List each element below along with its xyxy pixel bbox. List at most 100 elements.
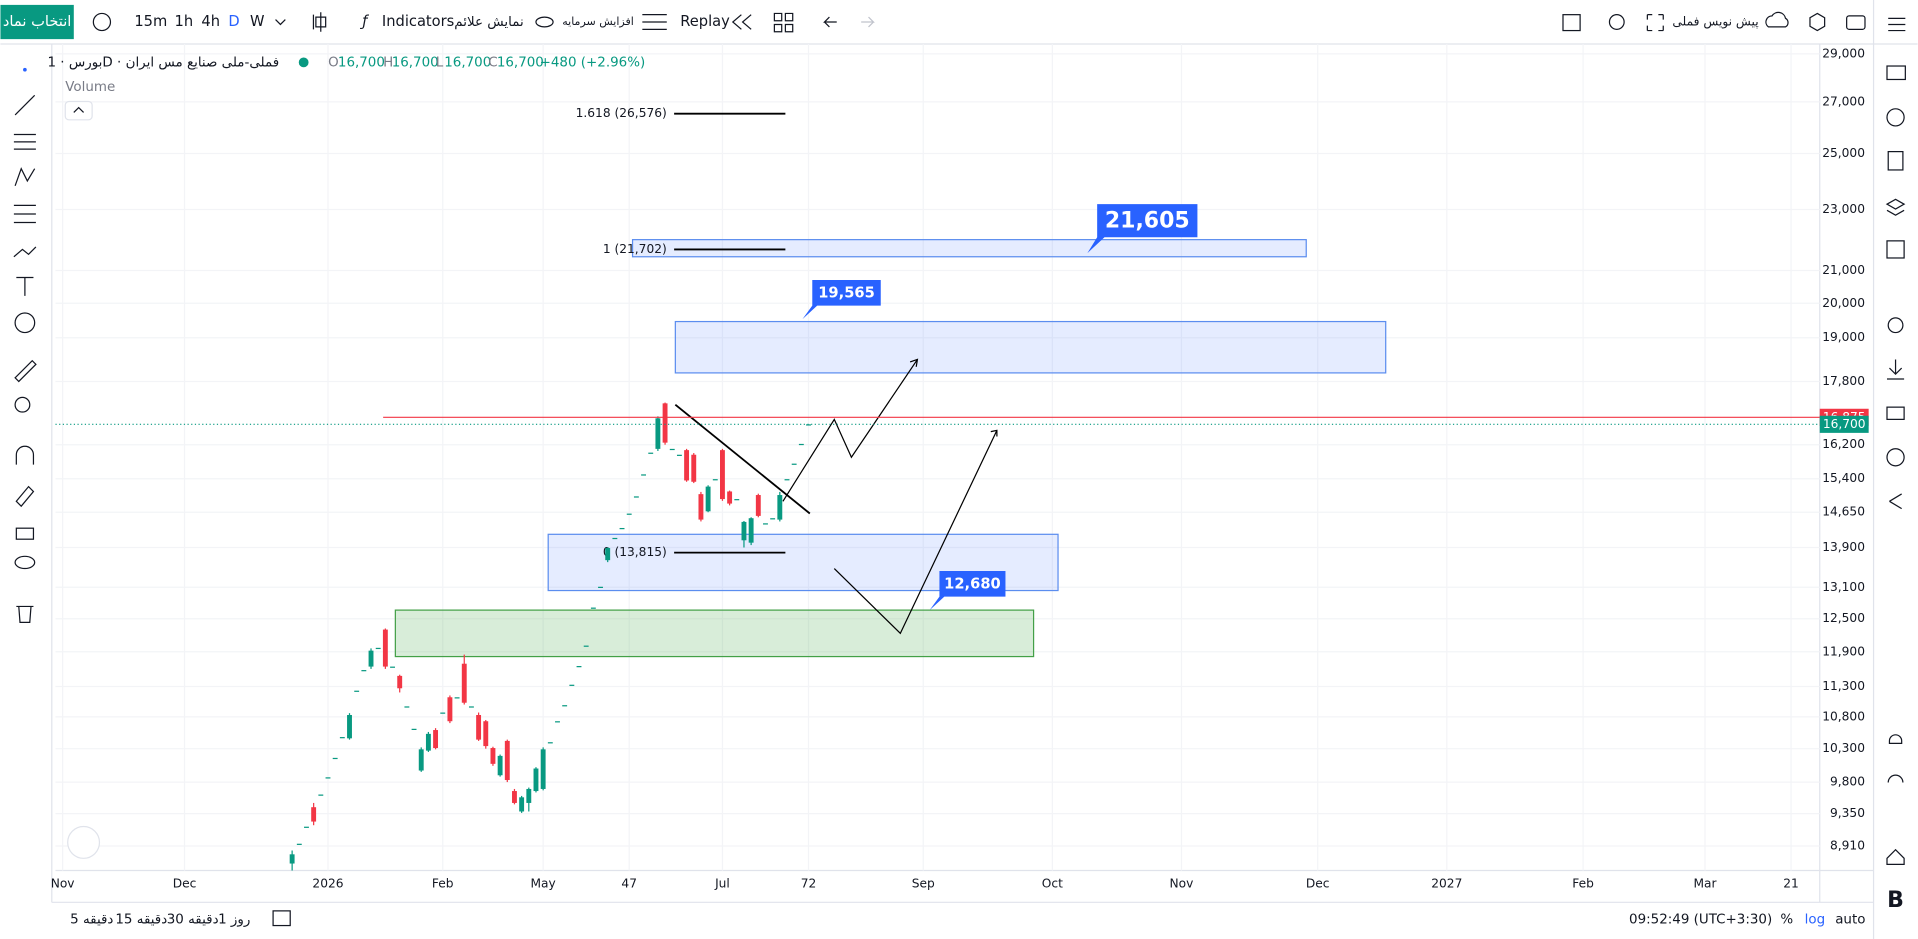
callout-box[interactable] — [802, 279, 881, 320]
interval-dropdown[interactable] — [275, 19, 286, 26]
profile-icon[interactable] — [1886, 448, 1905, 467]
interval[interactable]: 15m — [134, 13, 167, 30]
ruler-tool[interactable] — [14, 359, 37, 383]
fullscreen-icon[interactable] — [1562, 14, 1581, 32]
auto-toggle[interactable]: auto — [1835, 912, 1865, 927]
chart-type-icon[interactable] — [312, 12, 327, 32]
trendline-tool[interactable] — [14, 94, 36, 116]
filter-icon[interactable] — [642, 14, 667, 30]
candle-body — [633, 496, 639, 498]
candle-body — [347, 715, 352, 739]
menu-icon[interactable] — [1888, 17, 1906, 32]
candle-body — [497, 755, 503, 776]
interval[interactable]: 1h — [175, 13, 194, 30]
candle-body — [526, 788, 532, 803]
demand-box[interactable] — [394, 609, 1035, 658]
text-tool[interactable] — [16, 276, 34, 296]
indicators-button[interactable]: Indicators — [382, 13, 454, 30]
delete-tool[interactable] — [16, 605, 34, 623]
collapse-button[interactable] — [64, 100, 93, 121]
hide-tool[interactable] — [14, 555, 36, 570]
bell-icon[interactable] — [1888, 734, 1903, 744]
interval-active[interactable]: D — [228, 13, 239, 30]
price-label: 16,700 — [1823, 417, 1866, 431]
cursor-tool[interactable] — [23, 67, 27, 72]
candle-body — [590, 607, 596, 609]
eye-icon[interactable] — [535, 16, 554, 28]
alerts-icon[interactable] — [1886, 108, 1905, 127]
gear-icon[interactable] — [1887, 317, 1904, 334]
replay-button[interactable]: Replay — [680, 13, 730, 30]
path-arrow[interactable] — [833, 429, 998, 635]
candle-body — [304, 826, 309, 828]
callout-box[interactable] — [929, 570, 1006, 611]
ohlc-value: 16,700 — [392, 55, 439, 70]
layout-icon[interactable] — [773, 12, 794, 33]
candle-body — [626, 513, 632, 515]
settings-icon[interactable] — [1809, 12, 1826, 32]
capital-increase-button[interactable]: افزایش سرمایه — [562, 15, 634, 28]
support-icon[interactable] — [1887, 774, 1904, 783]
undo-icon[interactable] — [823, 16, 837, 28]
share-icon[interactable] — [1889, 493, 1902, 510]
cloud-icon[interactable] — [1765, 11, 1789, 28]
path-arrow[interactable] — [782, 358, 919, 502]
goto-date-icon[interactable] — [272, 910, 291, 927]
x-tick-label: 21 — [1783, 876, 1799, 890]
x-tick-label: Dec — [1306, 876, 1330, 890]
fib-tool[interactable] — [13, 133, 36, 150]
card-icon[interactable] — [1886, 406, 1905, 420]
projection-tool[interactable] — [13, 204, 36, 224]
b-icon[interactable]: B — [1887, 888, 1904, 913]
home-icon[interactable] — [1886, 848, 1905, 866]
lock-tool[interactable] — [15, 527, 35, 540]
x-tick-label: Nov — [51, 876, 75, 890]
redo-icon[interactable] — [861, 16, 875, 28]
magnet-tool[interactable] — [15, 445, 35, 465]
x-tick-label: Sep — [912, 876, 935, 890]
candle-body — [361, 670, 367, 672]
pattern-tool[interactable] — [14, 167, 36, 187]
download-icon[interactable] — [1886, 359, 1905, 380]
signals-button[interactable]: نمایش علائم — [454, 15, 523, 30]
zoom-tool[interactable] — [14, 396, 31, 413]
candle-body — [705, 486, 711, 512]
ohlc-value: 16,700 — [338, 55, 385, 70]
trend-line[interactable] — [674, 403, 811, 515]
path-tool[interactable] — [13, 246, 37, 258]
camera-icon[interactable] — [1846, 15, 1866, 30]
symbol-button-label[interactable]: انتخاب نماد — [3, 13, 72, 30]
layers-icon[interactable] — [1885, 198, 1906, 216]
callout-box[interactable] — [1087, 204, 1198, 254]
candle-body — [375, 647, 381, 650]
y-tick-label: 25,000 — [1822, 146, 1865, 160]
percent-toggle[interactable]: % — [1780, 912, 1793, 927]
replay-icon[interactable] — [731, 14, 752, 30]
interval[interactable]: W — [250, 13, 265, 30]
y-tick-label: 8,910 — [1830, 838, 1865, 852]
collapse-icon[interactable] — [73, 106, 85, 113]
notes-icon[interactable] — [1887, 150, 1904, 171]
target-box[interactable] — [674, 320, 1387, 374]
watchlist-icon[interactable] — [1886, 65, 1906, 81]
candle-body — [311, 807, 317, 822]
pencil-tool[interactable] — [15, 485, 35, 508]
symbol-button[interactable] — [0, 4, 74, 40]
candle-body — [339, 737, 345, 739]
log-toggle[interactable]: log — [1805, 912, 1825, 927]
add-symbol-icon[interactable] — [92, 12, 112, 32]
emoji-tool[interactable] — [14, 312, 36, 334]
range-button[interactable]: 30 دقیقه — [167, 912, 219, 927]
calendar-icon[interactable] — [1886, 240, 1905, 259]
range-button[interactable]: 15 دقیقه — [115, 912, 167, 927]
candle-body — [748, 518, 754, 543]
expand-icon[interactable] — [1646, 14, 1664, 32]
interval[interactable]: 4h — [201, 13, 220, 30]
layout-name[interactable]: پیش نویس فملی — [1672, 15, 1758, 30]
range-button[interactable]: 5 دقیقه — [70, 912, 113, 927]
target-box[interactable] — [631, 239, 1307, 258]
range-button[interactable]: 1 روز — [218, 912, 250, 927]
alert-icon[interactable] — [1608, 14, 1625, 30]
fib-levels[interactable] — [674, 112, 786, 554]
fx-icon[interactable]: ƒ — [359, 13, 369, 30]
